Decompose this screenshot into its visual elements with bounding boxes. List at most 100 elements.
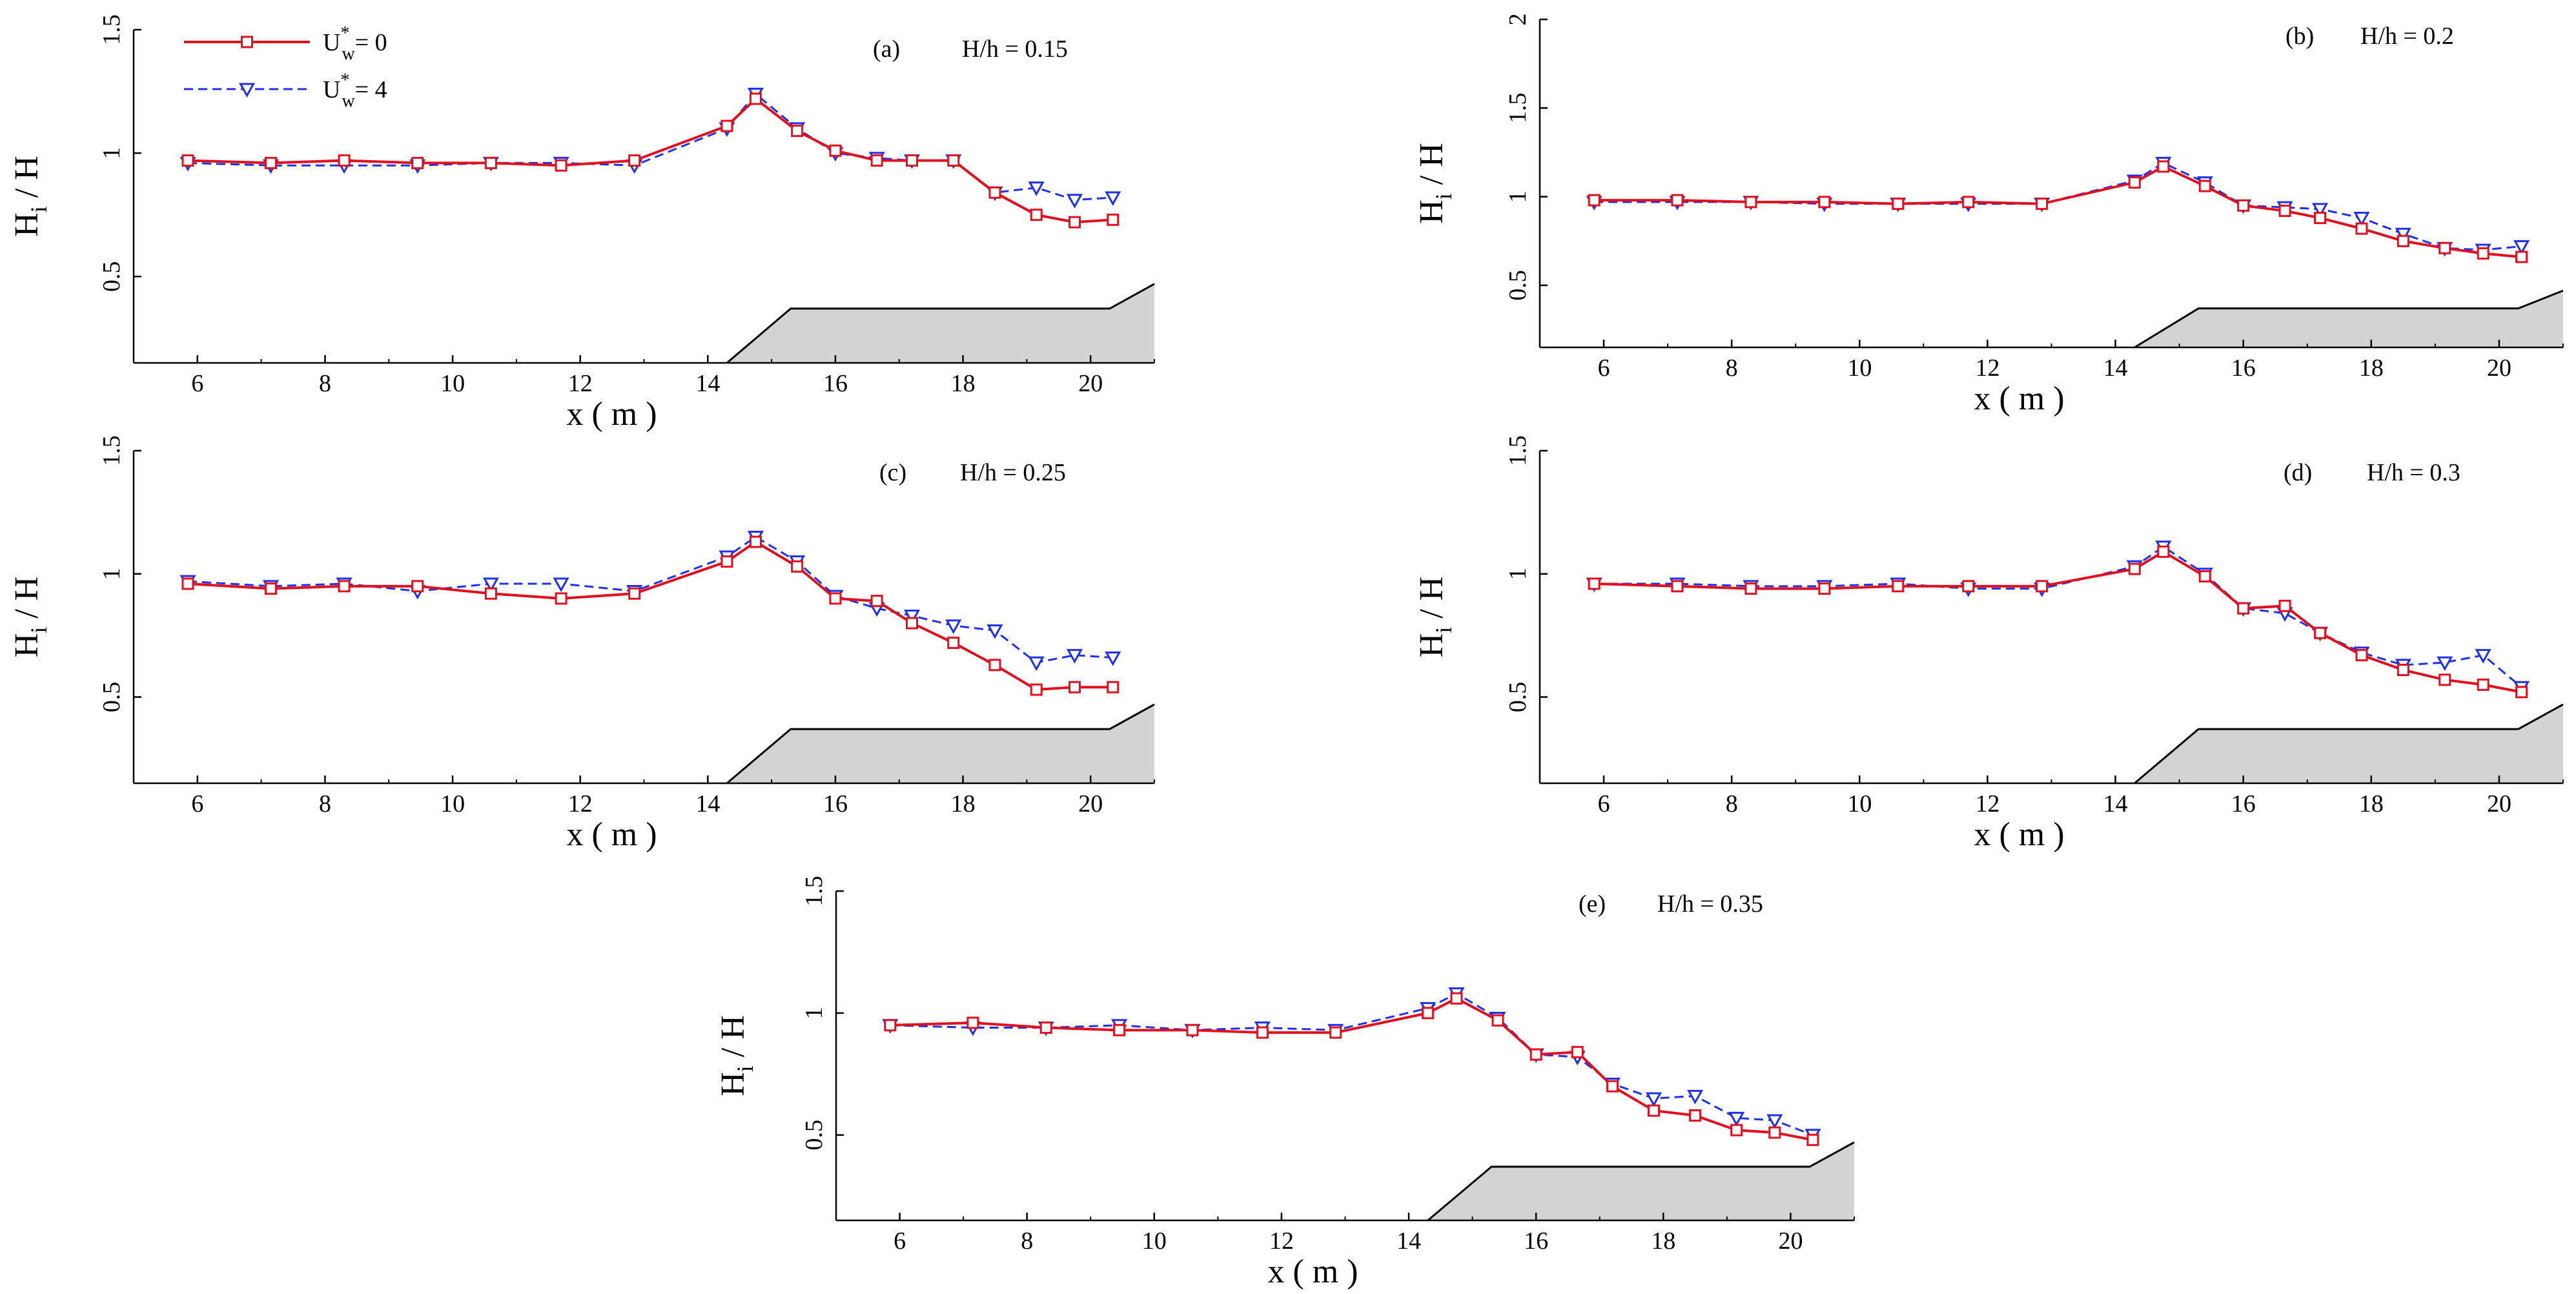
y-label-base: H: [1413, 633, 1450, 658]
data-point: [628, 587, 641, 600]
legend-suffix: = 0: [355, 29, 387, 56]
panel-label: (c): [879, 459, 906, 486]
y-tick-label: 0.5: [801, 1120, 828, 1151]
y-label-base: H: [8, 212, 45, 237]
series-line: [1594, 545, 2522, 688]
data-point: [1529, 1048, 1542, 1061]
x-tick-label: 18: [2359, 354, 2384, 382]
y-tick-label: 0.5: [98, 682, 125, 713]
data-point: [2513, 240, 2530, 255]
x-tick-label: 16: [2231, 790, 2256, 817]
data-point: [1768, 1126, 1781, 1139]
x-tick-label: 6: [191, 790, 203, 817]
y-tick-label: 0.5: [1504, 682, 1531, 713]
data-point: [2157, 160, 2170, 173]
y-label-base: H: [1413, 200, 1450, 224]
data-point: [1028, 181, 1045, 196]
data-point: [2157, 545, 2170, 558]
data-point: [1744, 196, 1757, 209]
data-point: [1588, 194, 1600, 207]
x-tick-label: 10: [1847, 354, 1872, 382]
data-point: [2237, 602, 2250, 615]
panel-label: (d): [2284, 459, 2312, 486]
x-axis-label: x ( m ): [1974, 816, 2064, 853]
x-tick-label: 6: [1598, 790, 1610, 817]
x-tick-label: 20: [2487, 790, 2511, 817]
legend-base: U: [323, 76, 340, 103]
data-point: [1030, 209, 1043, 221]
series-line: [1594, 165, 2522, 258]
panel-label: (a): [873, 36, 900, 63]
y-label-suffix: / H: [715, 1015, 751, 1065]
x-tick-label: 6: [894, 1227, 906, 1255]
y-label-sub: i: [26, 206, 52, 212]
data-point: [2036, 198, 2049, 211]
x-axis-label: x ( m ): [566, 816, 657, 853]
x-tick-label: 12: [1975, 354, 1999, 382]
data-point: [2128, 176, 2141, 189]
data-point: [870, 595, 883, 608]
data-point: [1671, 194, 1684, 207]
data-point: [1105, 651, 1121, 666]
data-point: [2036, 580, 2049, 593]
x-tick-label: 10: [440, 790, 465, 817]
series-uw-0: [181, 92, 1119, 229]
data-point: [1450, 992, 1463, 1005]
data-point: [791, 125, 804, 138]
x-tick-label: 18: [1651, 1227, 1675, 1255]
series-uw-0: [1588, 545, 2528, 699]
panel-annotation: H/h = 0.2: [2360, 23, 2454, 50]
data-point: [988, 186, 1001, 199]
data-point: [966, 1016, 979, 1029]
x-tick-label: 14: [2103, 790, 2128, 817]
series-line: [1594, 161, 2522, 251]
data-point: [749, 535, 762, 548]
data-point: [2198, 570, 2211, 583]
data-point: [2314, 626, 2327, 639]
data-point: [1806, 1133, 1819, 1146]
x-axis-label: x ( m ): [1974, 380, 2064, 417]
series-line: [1594, 550, 2522, 693]
panel-label: (e): [1579, 890, 1606, 918]
data-point: [1606, 1080, 1619, 1093]
x-tick-label: 6: [191, 370, 203, 397]
y-label-base: H: [8, 633, 45, 658]
data-point: [2515, 251, 2528, 263]
data-point: [411, 580, 424, 593]
data-point: [553, 577, 569, 593]
data-point: [2314, 212, 2327, 225]
data-point: [1105, 191, 1121, 206]
data-point: [2475, 649, 2491, 664]
y-axis-label: Hi / H: [1413, 577, 1457, 658]
data-point: [986, 624, 1003, 639]
x-tick-label: 8: [319, 790, 331, 817]
legend-marker: [241, 36, 253, 48]
data-point: [749, 92, 762, 105]
legend-sup: *: [340, 23, 349, 43]
bed-profile-fill: [726, 704, 1154, 783]
y-tick-label: 0.5: [1504, 270, 1531, 301]
y-axis-label: Hi / H: [8, 577, 52, 658]
data-point: [2355, 649, 2368, 662]
data-point: [1329, 1026, 1342, 1039]
series-line: [187, 535, 1113, 664]
bed-profile-outline: [2134, 703, 2564, 785]
legend-base: U: [323, 29, 340, 56]
x-tick-label: 6: [1598, 354, 1610, 382]
series-uw-4: [179, 531, 1121, 672]
data-point: [1671, 580, 1684, 593]
data-point: [1186, 1023, 1199, 1036]
x-tick-label: 20: [1078, 370, 1103, 397]
series-line: [890, 996, 1814, 1142]
y-tick-label: 2: [1504, 14, 1531, 26]
x-axis-label: x ( m ): [1267, 1253, 1358, 1290]
data-point: [2477, 678, 2489, 691]
data-point: [1028, 656, 1045, 672]
y-label-sub: i: [26, 627, 52, 633]
bed-profile-outline: [726, 283, 1155, 364]
data-point: [947, 154, 960, 167]
x-tick-label: 10: [1847, 790, 1872, 817]
series-line: [187, 540, 1113, 692]
data-point: [1068, 681, 1081, 693]
data-point: [1066, 649, 1083, 664]
